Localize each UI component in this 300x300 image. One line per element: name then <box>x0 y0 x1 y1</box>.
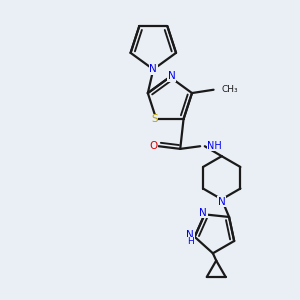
Text: NH: NH <box>207 141 222 151</box>
Text: N: N <box>200 208 207 218</box>
Text: S: S <box>151 114 158 124</box>
Text: CH₃: CH₃ <box>221 85 238 94</box>
Text: N: N <box>149 64 157 74</box>
Text: H: H <box>187 237 194 246</box>
Text: O: O <box>150 141 158 151</box>
Text: N: N <box>186 230 194 240</box>
Text: N: N <box>168 71 176 81</box>
Text: N: N <box>218 196 226 207</box>
